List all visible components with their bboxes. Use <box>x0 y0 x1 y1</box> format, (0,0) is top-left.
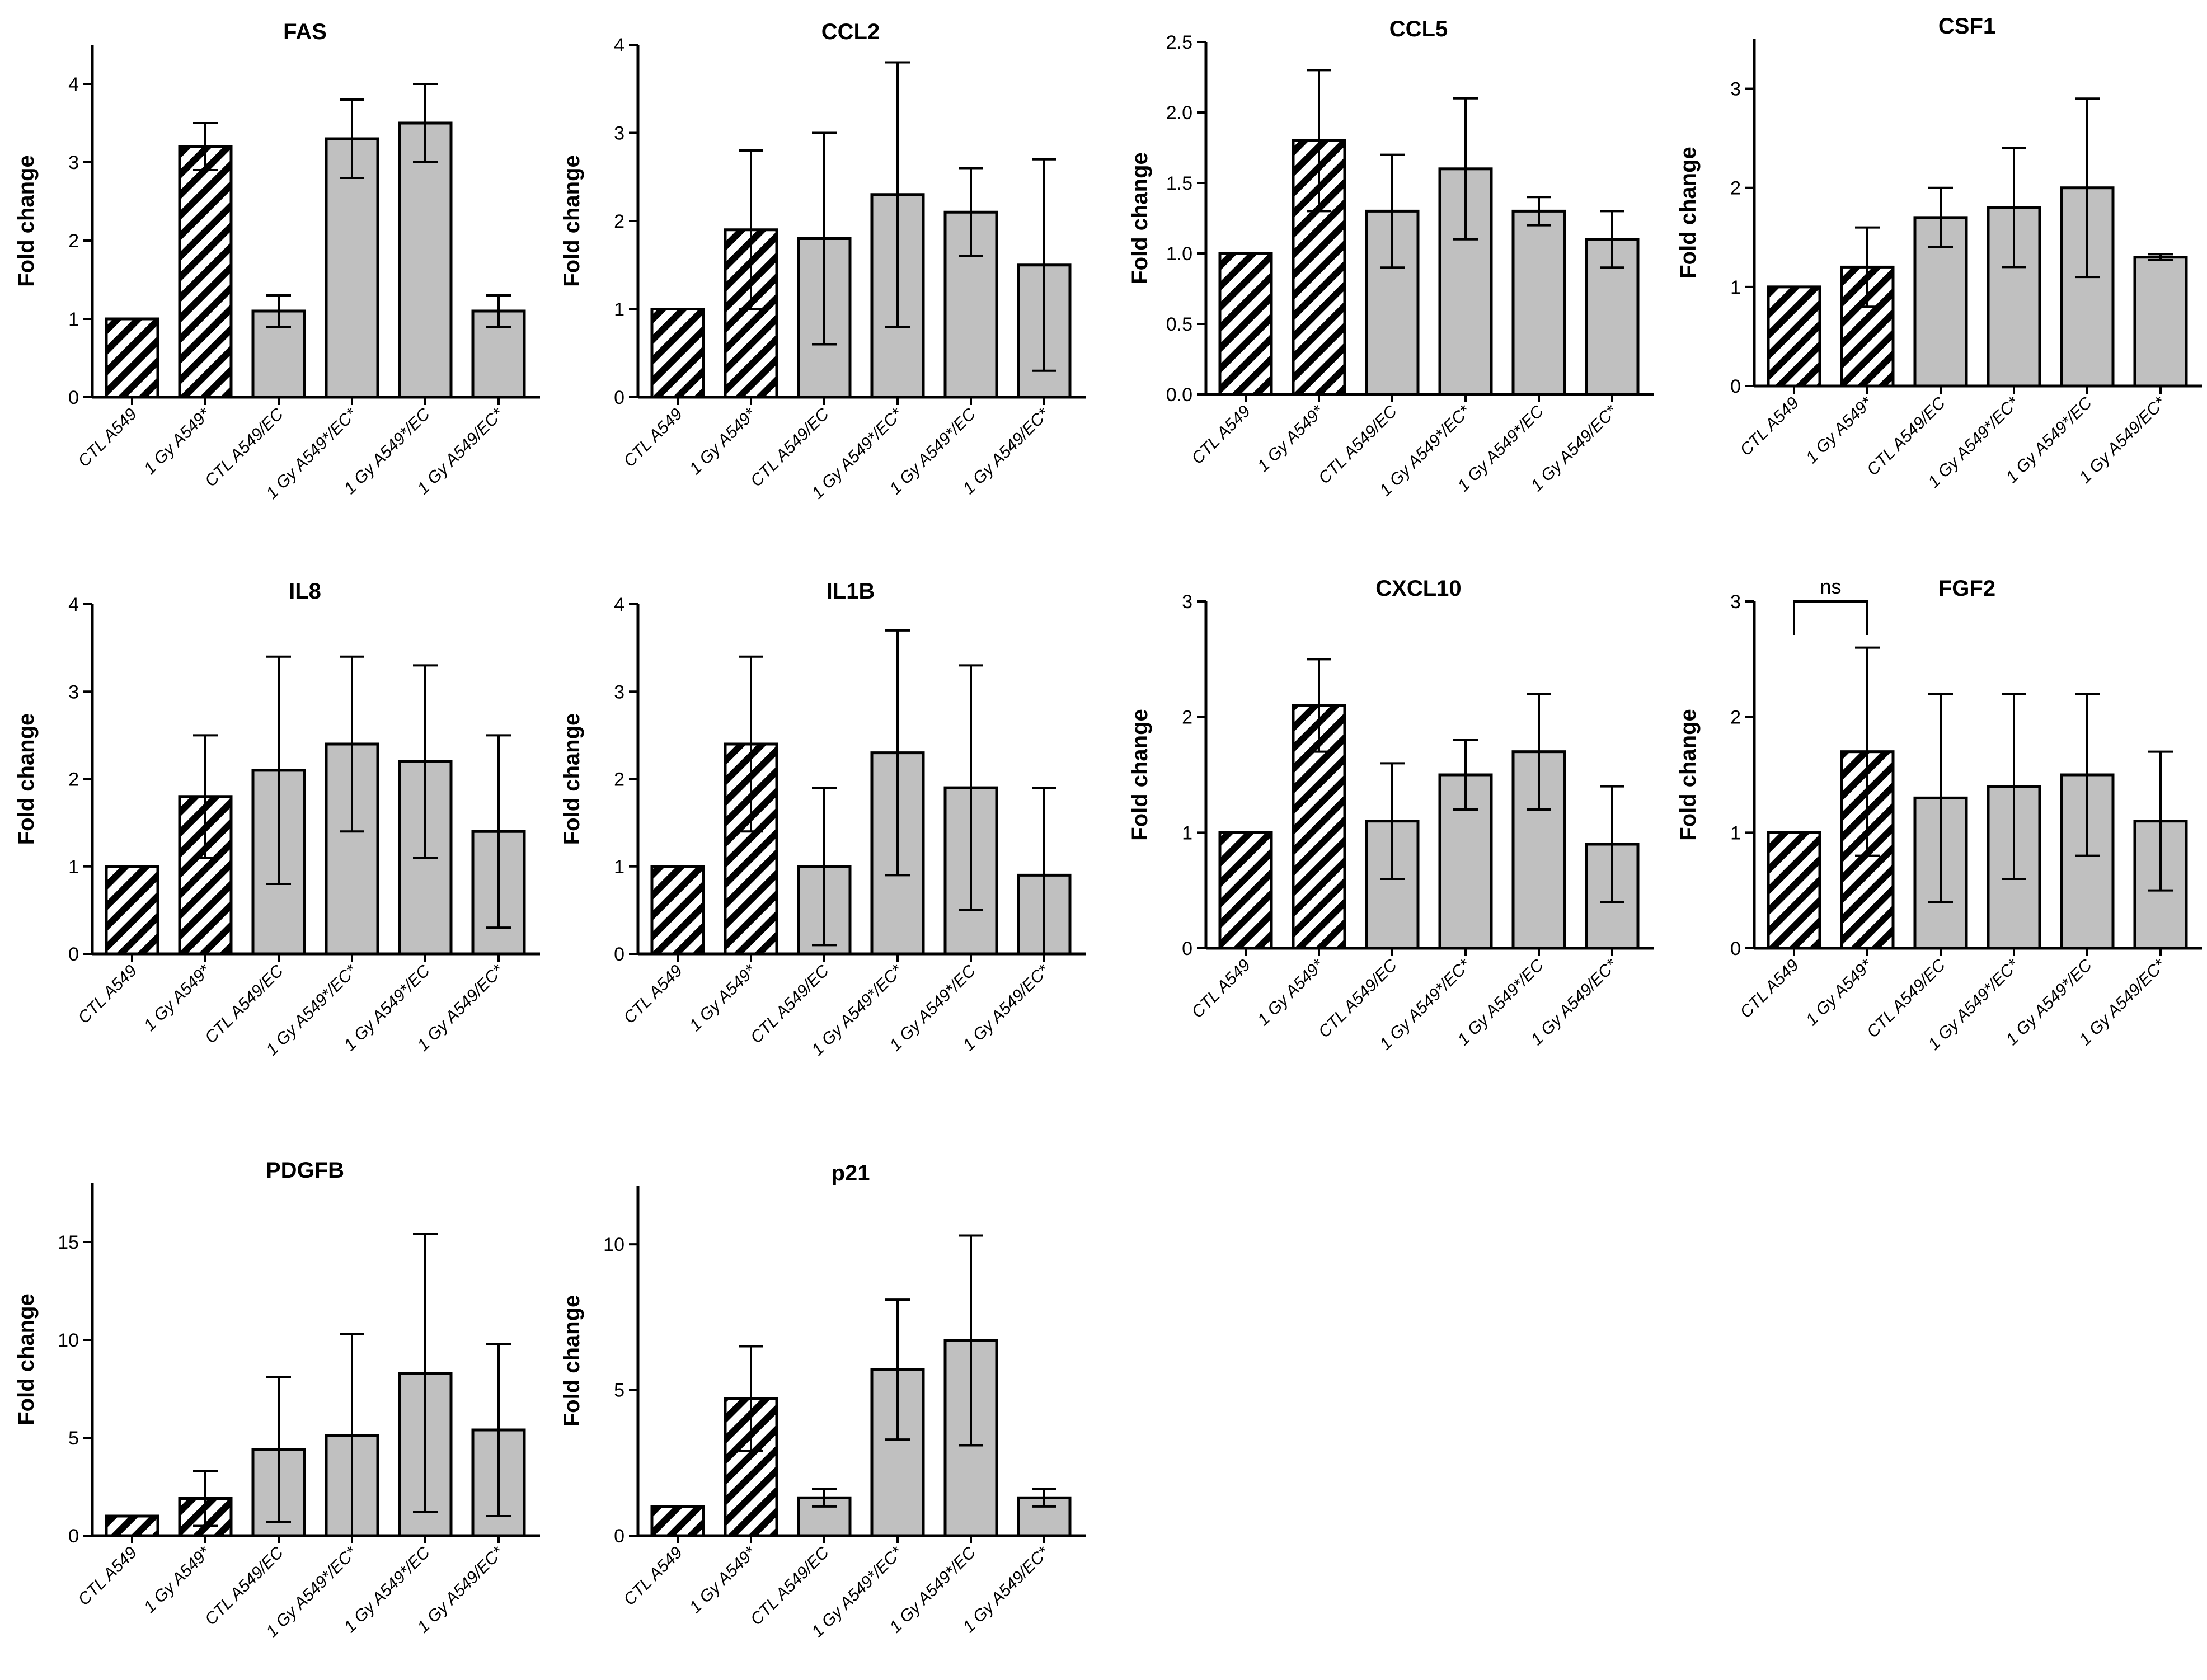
bar-cxcl10-0 <box>1218 831 1273 950</box>
y-tick-label: 3 <box>68 681 79 703</box>
panel-title: CCL5 <box>1389 17 1448 41</box>
y-tick-label: 2.0 <box>1166 102 1192 124</box>
y-tick-label: 3 <box>1730 79 1741 100</box>
y-tick-label: 3 <box>614 681 624 703</box>
panel-title: p21 <box>832 1161 870 1185</box>
y-axis-label: Fold change <box>1676 147 1701 279</box>
y-tick-label: 5 <box>614 1380 624 1401</box>
y-tick-label: 2 <box>614 211 624 232</box>
y-tick-label: 4 <box>614 35 624 56</box>
y-axis-label: Fold change <box>560 713 584 845</box>
y-tick-label: 2 <box>1730 707 1741 728</box>
panel-title: IL1B <box>827 579 875 604</box>
y-axis-label: Fold change <box>1128 709 1152 841</box>
bar-fas-1 <box>178 145 233 399</box>
bar-ccl5-4 <box>1511 209 1566 396</box>
y-tick-label: 2.5 <box>1166 32 1192 53</box>
y-tick-label: 1 <box>614 299 624 321</box>
y-tick-label: 15 <box>58 1232 79 1253</box>
y-tick-label: 0 <box>68 944 79 965</box>
panel-title: IL8 <box>289 579 321 604</box>
y-tick-label: 0 <box>1730 938 1741 959</box>
y-tick-label: 1.5 <box>1166 173 1192 194</box>
y-axis-label: Fold change <box>14 713 39 845</box>
y-tick-label: 0 <box>614 1526 624 1547</box>
y-axis-label: Fold change <box>560 155 584 287</box>
y-tick-label: 4 <box>614 594 624 615</box>
bar-fas-0 <box>105 317 159 399</box>
y-tick-label: 3 <box>614 123 624 144</box>
y-tick-label: 10 <box>603 1234 624 1255</box>
panel-title: CSF1 <box>1938 14 1995 39</box>
y-tick-label: 1 <box>1730 822 1741 844</box>
panel-title: PDGFB <box>266 1158 344 1183</box>
y-axis-label: Fold change <box>560 1295 584 1427</box>
bar-p21-0 <box>650 1505 705 1537</box>
panel-title: CCL2 <box>821 20 880 44</box>
y-tick-label: 0.5 <box>1166 314 1192 335</box>
y-tick-label: 4 <box>68 594 79 615</box>
y-axis-label: Fold change <box>14 1293 39 1425</box>
y-tick-label: 0 <box>1182 938 1192 959</box>
y-tick-label: 4 <box>68 74 79 95</box>
y-tick-label: 3 <box>1182 591 1192 613</box>
y-tick-label: 1 <box>1730 277 1741 298</box>
y-tick-label: 2 <box>68 769 79 790</box>
y-tick-label: 0.0 <box>1166 384 1192 406</box>
y-tick-label: 2 <box>614 769 624 790</box>
y-axis-label: Fold change <box>14 155 39 287</box>
y-tick-label: 5 <box>68 1428 79 1449</box>
y-tick-label: 1 <box>1182 822 1192 844</box>
y-tick-label: 10 <box>58 1330 79 1351</box>
y-tick-label: 1 <box>68 857 79 878</box>
bar-il1b-0 <box>650 865 705 956</box>
y-tick-label: 0 <box>1730 376 1741 397</box>
y-tick-label: 0 <box>68 387 79 408</box>
bar-csf1-5 <box>2133 256 2188 388</box>
bar-pdgfb-0 <box>105 1514 159 1537</box>
y-tick-label: 1.0 <box>1166 243 1192 265</box>
y-tick-label: 2 <box>1730 178 1741 199</box>
bar-csf1-0 <box>1767 285 1821 388</box>
y-tick-label: 0 <box>68 1526 79 1547</box>
significance-bracket <box>1793 600 1868 635</box>
bar-ccl5-0 <box>1218 252 1273 396</box>
bar-fgf2-0 <box>1767 831 1821 950</box>
y-tick-label: 2 <box>68 230 79 252</box>
bar-il8-1 <box>178 795 233 956</box>
bar-fas-4 <box>398 121 453 399</box>
y-axis-label: Fold change <box>1128 152 1152 284</box>
bar-ccl2-0 <box>650 308 705 399</box>
y-tick-label: 0 <box>614 387 624 408</box>
panel-title: CXCL10 <box>1375 576 1461 601</box>
y-tick-label: 1 <box>614 857 624 878</box>
bar-il8-0 <box>105 865 159 956</box>
panel-title: FAS <box>283 20 327 44</box>
significance-label: ns <box>1820 575 1841 598</box>
y-tick-label: 3 <box>68 152 79 173</box>
y-tick-label: 0 <box>614 944 624 965</box>
y-tick-label: 3 <box>1730 591 1741 613</box>
y-axis-label: Fold change <box>1676 709 1701 841</box>
y-tick-label: 1 <box>68 309 79 330</box>
y-tick-label: 2 <box>1182 707 1192 728</box>
panel-title: FGF2 <box>1938 576 1995 601</box>
